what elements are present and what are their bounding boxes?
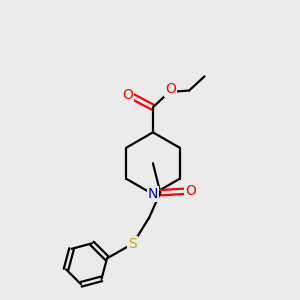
Text: O: O [185, 184, 196, 198]
Text: O: O [165, 82, 176, 96]
Text: S: S [128, 237, 137, 250]
Text: O: O [122, 88, 133, 102]
Text: N: N [148, 187, 158, 201]
